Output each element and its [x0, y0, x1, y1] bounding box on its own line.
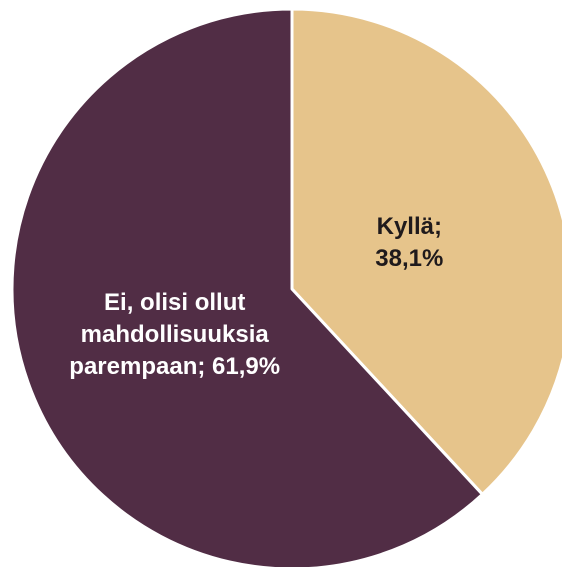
pie-slice — [10, 7, 484, 567]
data-label: Ei, olisi ollut mahdollisuuksia parempaa… — [69, 289, 281, 380]
data-label: Kyllä; 38,1% — [375, 212, 444, 272]
pie-slice — [290, 7, 562, 496]
